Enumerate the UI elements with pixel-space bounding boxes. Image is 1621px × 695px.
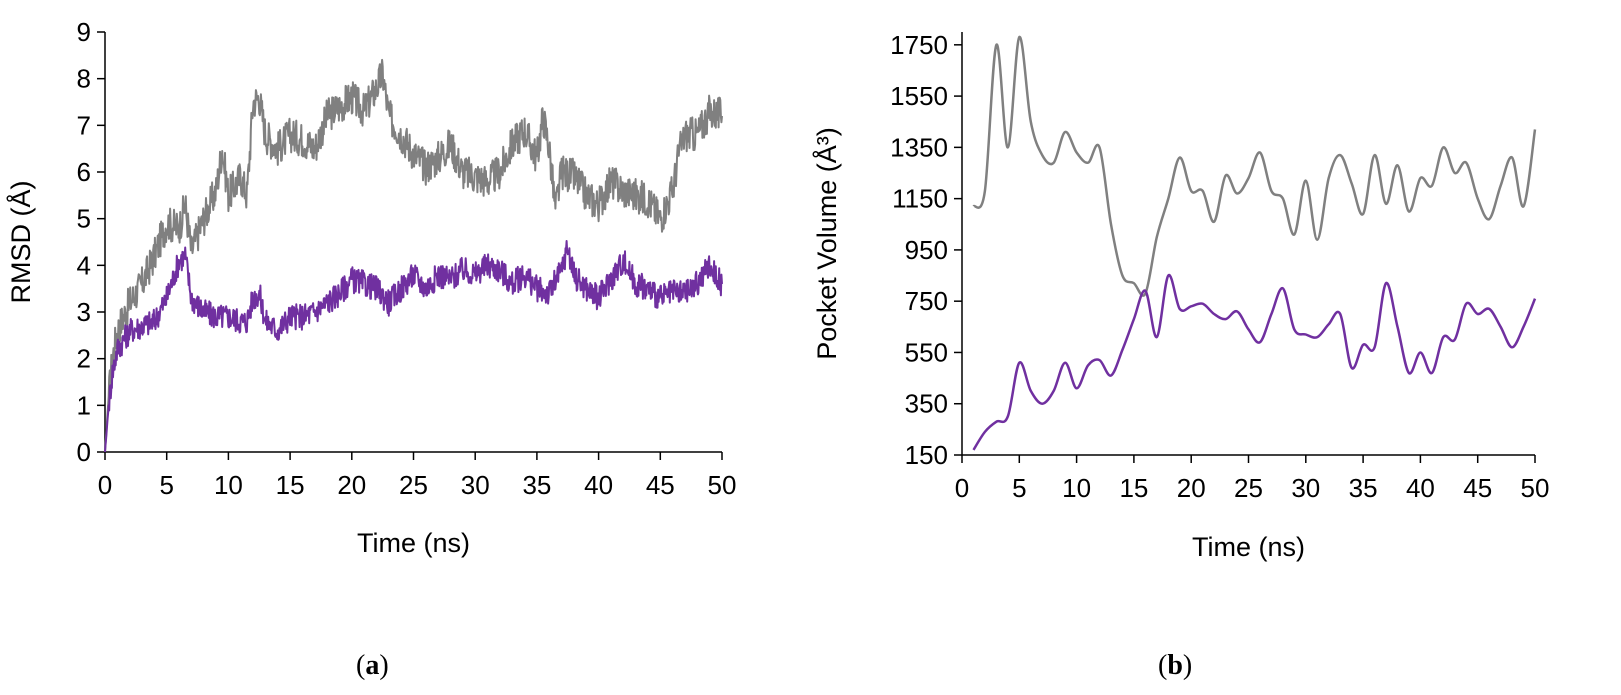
y-tick-label: 9 [77,17,91,47]
y-tick-label: 6 [77,157,91,187]
y-axis-label: Pocket Volume (Å³) [811,127,842,360]
y-tick-label: 3 [77,297,91,327]
x-tick-label: 20 [1177,473,1206,503]
x-tick-label: 5 [159,470,173,500]
panel-label-a: (a) [356,650,389,681]
x-tick-label: 25 [399,470,428,500]
x-tick-label: 45 [1463,473,1492,503]
y-tick-label: 350 [905,389,948,419]
x-tick-label: 40 [1406,473,1435,503]
x-tick-label: 30 [461,470,490,500]
y-tick-label: 8 [77,64,91,94]
x-tick-label: 50 [708,470,737,500]
y-tick-label: 2 [77,344,91,374]
panel-label-a-letter: a [365,650,380,681]
y-tick-label: 1350 [890,132,948,162]
y-tick-label: 0 [77,437,91,467]
y-tick-label: 750 [905,286,948,316]
x-tick-label: 0 [98,470,112,500]
y-tick-label: 1750 [890,30,948,60]
y-tick-label: 950 [905,235,948,265]
x-axis-label: Time (ns) [1192,532,1305,562]
panel-label-b: (b) [1158,650,1193,681]
x-tick-label: 0 [955,473,969,503]
x-tick-label: 35 [522,470,551,500]
series-line-purple [104,240,723,453]
y-tick-label: 1150 [892,184,948,214]
x-tick-label: 20 [337,470,366,500]
x-tick-label: 15 [276,470,305,500]
x-tick-label: 5 [1012,473,1026,503]
series-line-purple [972,274,1537,451]
y-tick-label: 5 [77,204,91,234]
series-line-gray [104,58,723,453]
x-tick-label: 45 [646,470,675,500]
series-line-gray [972,35,1537,297]
y-tick-label: 1550 [890,81,948,111]
x-tick-label: 30 [1291,473,1320,503]
x-tick-label: 40 [584,470,613,500]
x-tick-label: 35 [1349,473,1378,503]
x-tick-label: 10 [1062,473,1091,503]
x-tick-label: 10 [214,470,243,500]
x-tick-label: 50 [1521,473,1550,503]
chart-panel-b: 150 350 550 750 950 1150 1350 1550 1750 0 5 10 15 20 2… [811,30,1549,562]
y-tick-label: 7 [77,110,91,140]
x-axis-label: Time (ns) [357,528,470,558]
y-tick-label: 1 [77,390,91,420]
x-tick-label: 15 [1119,473,1148,503]
y-tick-label: 150 [905,440,948,470]
y-axis-label: RMSD (Å) [5,181,36,304]
panel-label-b-letter: b [1167,650,1183,681]
y-tick-label: 4 [77,250,91,280]
x-tick-label: 25 [1234,473,1263,503]
y-tick-label: 550 [905,337,948,367]
